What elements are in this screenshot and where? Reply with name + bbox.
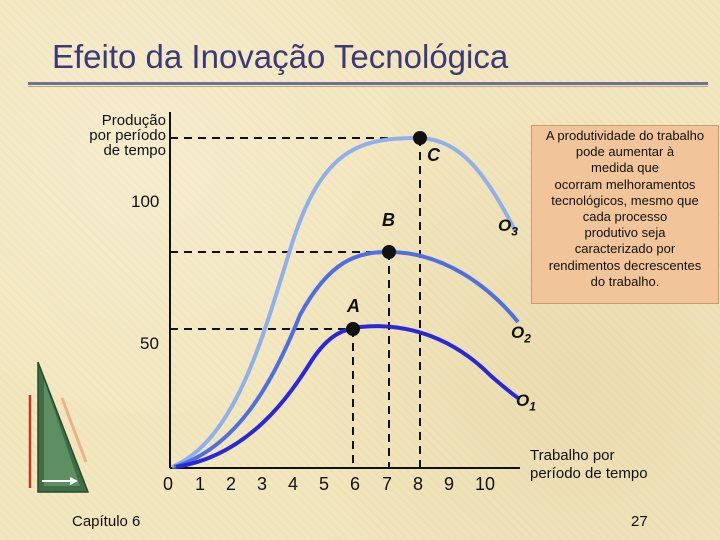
curve-o3 [171,135,518,469]
annotation-line: pode aumentar à [575,144,675,160]
y-tick-100: 100 [131,192,160,211]
x-tick: 6 [349,474,360,494]
curve-o3-base: O [498,216,512,235]
curve-o2-sub: 2 [524,331,531,346]
title-underline-shadow [28,86,708,87]
y-tick-50: 50 [140,334,159,353]
y-axis-label: Produção por período de tempo [60,113,166,158]
x-tick: 8 [412,474,423,494]
title-underline [28,82,708,85]
annotation-line: ocorram melhoramentos [554,176,696,192]
curve-o1-sub: 1 [529,399,536,414]
chapter-label: Capítulo 6 [72,513,141,530]
point-b-label: B [382,210,395,230]
ramp-decoration-icon [28,361,90,493]
x-axis-label-line: Trabalho por [530,447,615,464]
page-number: 27 [631,513,648,530]
annotation-box: A produtividade do trabalho pode aumenta… [531,125,719,304]
annotation-line: cada processo [582,209,668,225]
y-axis-label-line: de tempo [103,142,166,159]
x-tick: 7 [381,474,392,494]
annotation-line: tecnológicos, mesmo que [551,192,699,208]
x-axis-label-line: período de tempo [530,465,648,482]
curve-o3-label: O3 [498,216,518,238]
slide-title: Efeito da Inovação Tecnológica [52,38,509,75]
x-tick: 9 [443,474,454,494]
x-tick: 2 [225,474,236,494]
annotation-line: medida que [591,160,659,176]
curve-o2-base: O [511,323,525,342]
annotation-line: rendimentos decrescentes [548,257,702,273]
annotation-line: caracterizado por [574,241,676,257]
y-axis-label-line: por período [89,127,166,144]
x-axis-label: Trabalho por período de tempo [530,447,690,483]
point-a-label: A [347,296,360,316]
curve-o3-sub: 3 [511,224,518,239]
annotation-line: A produtividade do trabalho [545,128,705,143]
curve-o2-label: O2 [511,323,531,345]
curve-o2 [173,249,520,469]
point-c-marker [413,131,427,145]
point-b-marker [382,245,396,259]
x-tick: 0 [162,474,173,494]
x-tick: 3 [256,474,267,494]
curve-o1-label: O1 [516,391,536,413]
x-tick: 1 [194,474,205,494]
point-c-label: C [427,145,440,165]
x-tick: 5 [318,474,329,494]
annotation-line: produtivo seja [584,225,666,241]
annotation-line: do trabalho. [590,273,660,289]
curve-o1-base: O [516,391,530,410]
x-tick: 10 [474,474,496,494]
y-axis-label-line: Produção [101,112,166,129]
point-a-marker [346,322,360,336]
curve-o1 [175,324,520,469]
x-tick: 4 [287,474,298,494]
guide-lines [170,137,421,468]
